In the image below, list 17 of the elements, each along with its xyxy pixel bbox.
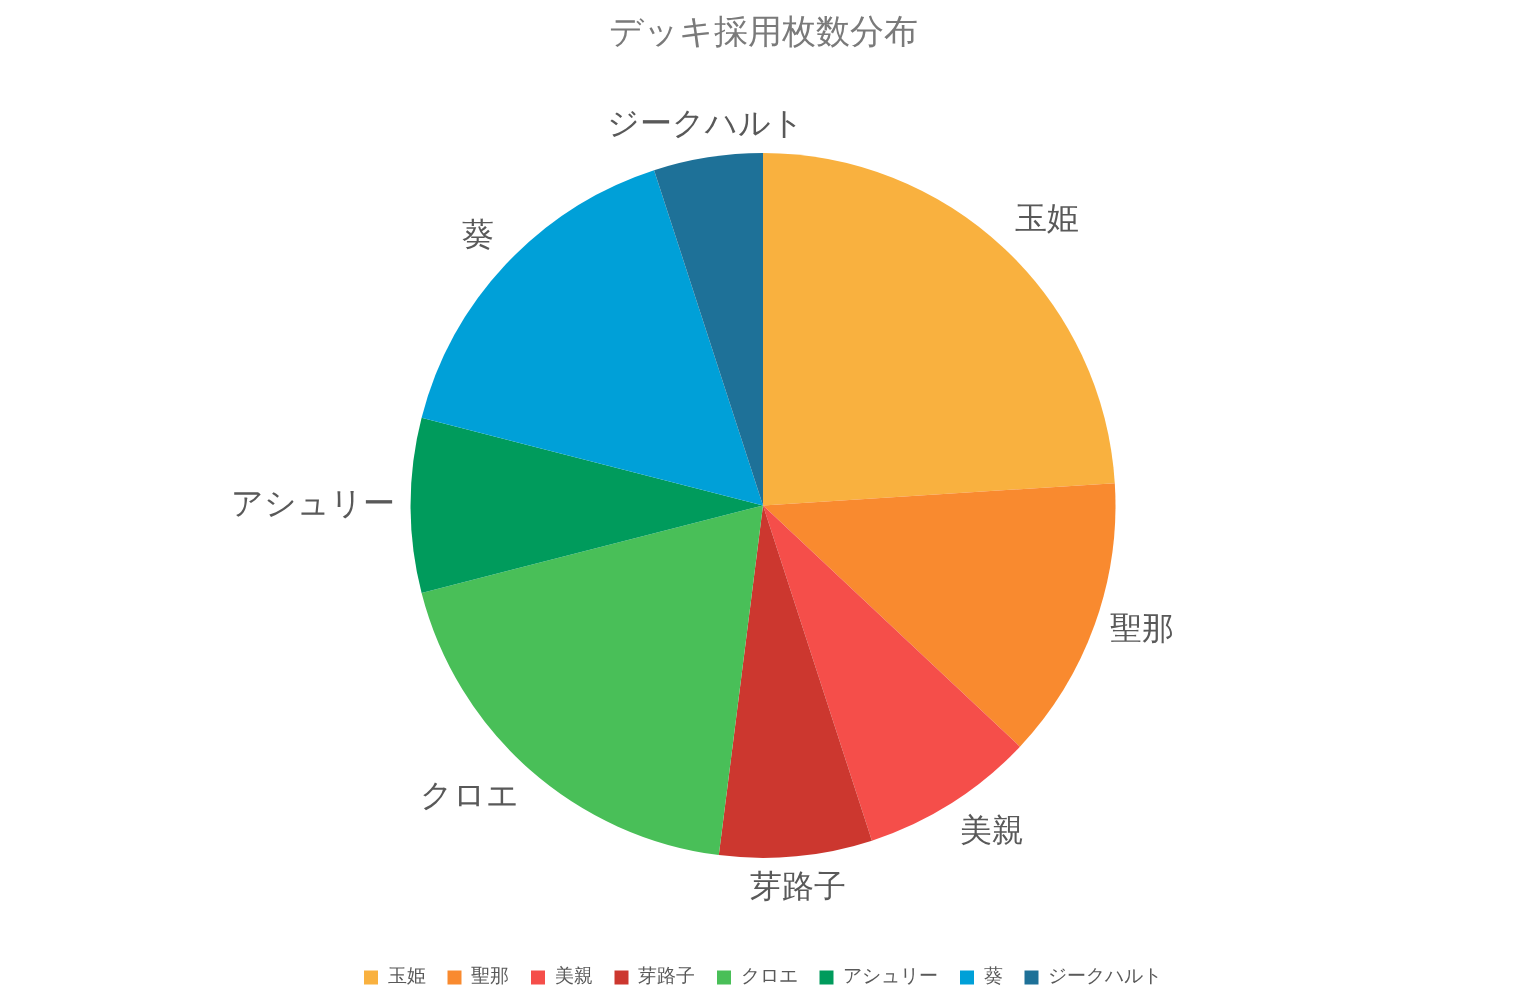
legend-label: 葵 (983, 964, 1003, 987)
slice-label: ジークハルト (606, 103, 804, 142)
slice-label: クロエ (420, 776, 520, 815)
slice-label: 美親 (960, 810, 1025, 849)
slice-label: 芽路子 (749, 866, 846, 905)
slice-label: アシュリー (230, 483, 395, 522)
legend-label: 芽路子 (638, 964, 695, 987)
slice-label: 玉姫 (1015, 199, 1080, 238)
legend-label: ジークハルト (1048, 964, 1162, 987)
chart-title: デッキ採用枚数分布 (608, 11, 918, 52)
slice-label: 聖那 (1109, 608, 1174, 647)
legend-label: アシュリー (843, 964, 938, 987)
slice-label: 葵 (462, 215, 495, 254)
legend-label: 玉姫 (387, 964, 426, 987)
legend-label: 美親 (554, 964, 593, 987)
legend-label: クロエ (740, 964, 798, 987)
legend-label: 聖那 (471, 964, 509, 987)
